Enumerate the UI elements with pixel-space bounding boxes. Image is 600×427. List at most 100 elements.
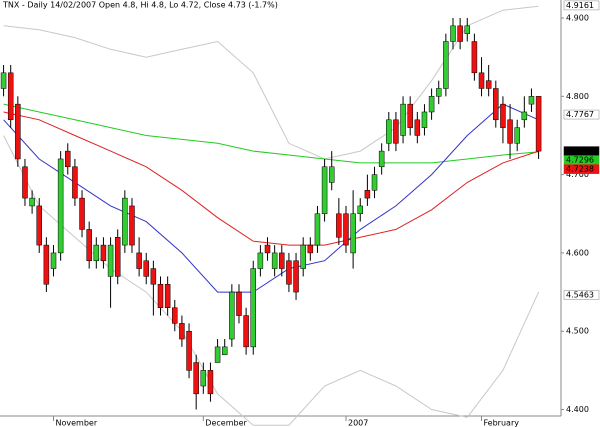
candle-body — [114, 237, 121, 277]
x-tick-label: December — [205, 419, 247, 427]
candle-body — [193, 362, 199, 395]
candle-body — [271, 252, 278, 269]
candle-body — [129, 205, 135, 246]
indicator-line — [3, 103, 539, 164]
candle-body — [300, 244, 306, 269]
candle-body — [386, 119, 392, 144]
candle-body — [485, 80, 492, 89]
candle-body — [471, 41, 478, 74]
candle-body — [164, 283, 171, 308]
candle-body — [93, 244, 100, 261]
x-tick-label: 2007 — [348, 419, 368, 427]
candle-body — [535, 96, 542, 152]
candle-body — [236, 291, 242, 316]
candle-body — [100, 244, 107, 261]
candle-body — [136, 252, 142, 269]
candle-body — [243, 315, 249, 348]
candle-body — [314, 213, 321, 246]
candle-body — [407, 103, 413, 128]
price-label: 4.73 — [566, 147, 584, 156]
candle-body — [493, 88, 499, 121]
candle-body — [57, 158, 64, 254]
price-label-box — [563, 164, 600, 174]
x-tick-label: February — [484, 419, 520, 427]
x-tick-label: November — [56, 419, 98, 427]
candle-body — [43, 244, 50, 285]
candle-body — [15, 103, 21, 160]
candle-body — [7, 72, 14, 121]
candle-body — [79, 197, 85, 230]
candle-body — [214, 346, 221, 363]
price-label: 4.7238 — [566, 165, 594, 174]
candle-body — [293, 260, 299, 293]
candle-body — [186, 330, 192, 371]
candle-body — [307, 244, 314, 254]
y-tick-label: 4.900 — [566, 14, 589, 23]
price-label: 4.7767 — [566, 110, 594, 119]
price-label-box — [563, 109, 600, 120]
indicator-line — [3, 111, 539, 246]
candle-body — [371, 174, 378, 191]
candle-body — [107, 244, 114, 277]
candle-body — [521, 111, 528, 121]
candle-body — [50, 252, 57, 269]
candle-body — [250, 268, 256, 348]
candle-body — [29, 197, 35, 207]
y-tick-label: 4.600 — [566, 248, 589, 257]
indicator-line — [3, 5, 539, 160]
candle-body — [450, 25, 456, 42]
candle-body — [478, 72, 485, 89]
y-tick-label: 4.700 — [566, 170, 589, 179]
candle-body — [350, 213, 356, 254]
candle-body — [22, 166, 28, 199]
candle-body — [150, 268, 157, 285]
candle-body — [457, 25, 463, 42]
candle-body — [221, 346, 228, 355]
chart-title: TNX - Daily 14/02/2007 Open 4.8, Hi 4.8,… — [2, 1, 278, 10]
candle-body — [200, 370, 207, 387]
candle-body — [122, 197, 128, 246]
candle-body — [36, 205, 42, 246]
candle-body — [0, 72, 7, 89]
candle-body — [357, 205, 364, 215]
candle-body — [500, 103, 506, 128]
price-label: 4.5463 — [566, 290, 594, 299]
candle-body — [443, 41, 449, 89]
candle-body — [514, 127, 520, 144]
candle-body — [393, 119, 399, 144]
candle-body — [229, 291, 235, 340]
indicator-line — [3, 135, 540, 426]
candle-body — [328, 166, 335, 183]
candle-body — [207, 370, 214, 395]
candle-body — [336, 213, 342, 238]
candle-body — [435, 88, 442, 97]
candle-body — [428, 96, 435, 113]
candle-body — [72, 166, 78, 199]
price-label-box — [563, 0, 600, 11]
candle-body — [279, 252, 285, 269]
candle-body — [400, 103, 406, 136]
candle-body — [421, 111, 428, 128]
candle-body — [286, 260, 292, 285]
candle-body — [157, 283, 164, 308]
candle-body — [86, 229, 92, 261]
candle-body — [464, 25, 471, 34]
candle-body — [264, 244, 271, 254]
y-tick-label: 4.500 — [566, 327, 589, 336]
candle-body — [65, 150, 71, 168]
candle-body — [179, 323, 185, 340]
candle-body — [343, 213, 349, 246]
candle-body — [364, 190, 371, 199]
price-label: 4.7296 — [566, 156, 594, 165]
price-label-box — [563, 290, 600, 300]
candle-body — [507, 119, 513, 144]
candle-body — [321, 166, 328, 215]
candle-body — [414, 119, 421, 136]
y-tick-label: 4.400 — [566, 405, 589, 414]
candle-body — [528, 96, 535, 105]
price-label: 4.9161 — [566, 1, 594, 10]
y-tick-label: 4.800 — [566, 92, 589, 101]
candle-body — [143, 260, 149, 277]
